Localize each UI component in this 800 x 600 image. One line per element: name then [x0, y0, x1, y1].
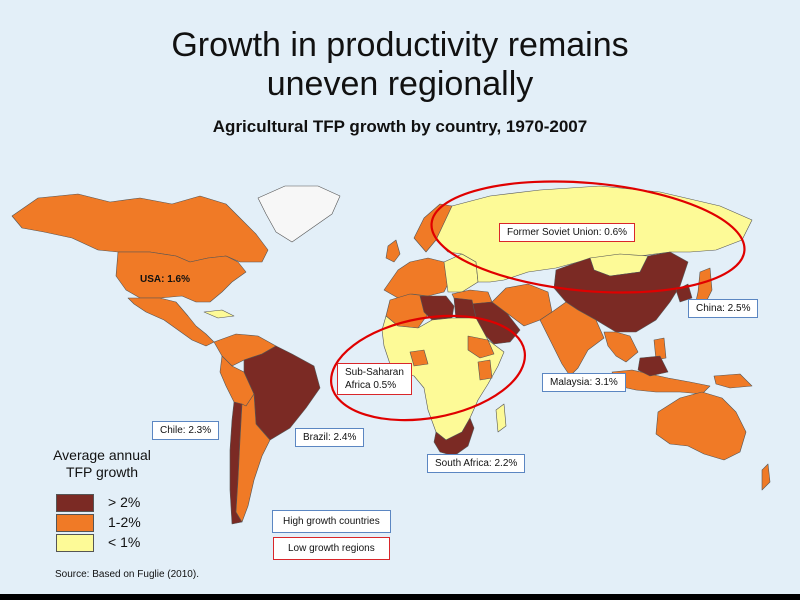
malaysia-label: Malaysia: 3.1%	[542, 373, 626, 392]
legend-title-line-1: Average annual	[53, 447, 151, 463]
nigeria	[409, 349, 429, 367]
canada	[11, 193, 269, 263]
china-label: China: 2.5%	[688, 299, 759, 318]
chile-label: Chile: 2.3%	[152, 421, 220, 440]
new-zealand	[761, 463, 771, 491]
philippines	[653, 337, 667, 361]
madagascar	[495, 403, 507, 433]
ssa-ring	[329, 314, 527, 422]
cuba	[203, 309, 235, 319]
legend-title-line-2: TFP growth	[65, 464, 139, 480]
legend-label-mid: 1-2%	[108, 514, 141, 530]
legend-swatch-low	[56, 534, 94, 552]
page-title: Growth in productivity remains uneven re…	[0, 26, 800, 104]
legend-swatch-high	[56, 494, 94, 512]
mexico	[127, 297, 215, 347]
legend-swatch-mid	[56, 514, 94, 532]
australia	[655, 391, 747, 461]
ssa-label-line-1: Sub-Saharan	[345, 367, 404, 378]
south-africa	[433, 417, 475, 457]
legend-label-high: > 2%	[108, 494, 141, 510]
usa-label: USA: 1.6%	[140, 274, 191, 285]
ssa-label-line-2: Africa 0.5%	[345, 380, 397, 391]
western-europe	[383, 257, 453, 299]
india	[539, 301, 605, 377]
map-subtitle: Agricultural TFP growth by country, 1970…	[212, 117, 588, 136]
papua	[713, 373, 753, 389]
usa	[115, 251, 247, 303]
south-africa-label: South Africa: 2.2%	[427, 454, 526, 473]
title-line-2: uneven regionally	[266, 65, 534, 103]
argentina	[235, 393, 271, 523]
southeast-asia	[603, 331, 639, 363]
borneo	[637, 355, 669, 377]
greenland	[257, 185, 341, 243]
legend-title: Average annual TFP growth	[42, 447, 162, 481]
low-growth-key: Low growth regions	[273, 537, 390, 560]
high-growth-key: High growth countries	[272, 510, 391, 533]
ssa-label: Sub-Saharan Africa 0.5%	[337, 363, 412, 395]
brazil-label: Brazil: 2.4%	[295, 428, 365, 447]
fsu-ring	[430, 180, 746, 294]
title-line-1: Growth in productivity remains	[171, 26, 629, 64]
bottom-bar	[0, 594, 800, 600]
legend-label-low: < 1%	[108, 534, 141, 550]
source-note: Source: Based on Fuglie (2010).	[55, 569, 199, 580]
fsu-label: Former Soviet Union: 0.6%	[499, 223, 636, 242]
uk	[385, 239, 401, 263]
ethiopia	[467, 335, 495, 359]
kenya	[477, 359, 493, 381]
